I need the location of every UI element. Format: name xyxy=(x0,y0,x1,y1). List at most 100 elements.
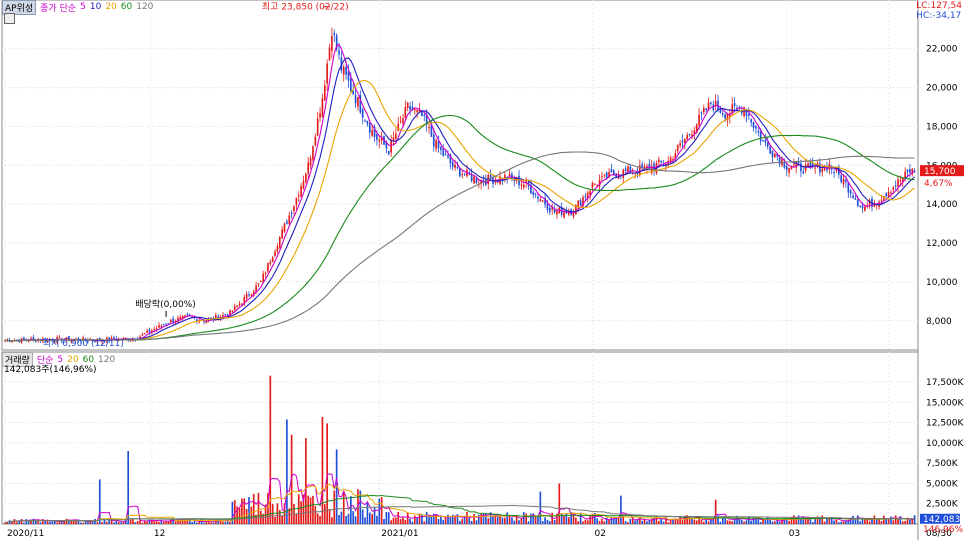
volume-bar xyxy=(108,519,111,524)
volume-bar xyxy=(127,451,130,524)
volume-bar xyxy=(880,521,883,524)
volume-bar xyxy=(380,497,383,524)
volume-bar xyxy=(352,511,355,524)
candle-body xyxy=(196,319,198,322)
candle-body xyxy=(610,169,613,173)
vol-ma20-label[interactable]: 20 xyxy=(67,354,79,365)
volume-bar xyxy=(781,518,783,524)
candle-body xyxy=(819,163,821,173)
volume-bar xyxy=(160,520,163,524)
vol-ma120-label[interactable]: 120 xyxy=(98,354,116,365)
candle-body xyxy=(861,205,864,209)
candle-body xyxy=(58,337,61,339)
candle-body xyxy=(437,141,440,149)
candle-body xyxy=(541,200,544,202)
x-tick-label: 2020/11 xyxy=(7,529,44,539)
volume-bar xyxy=(42,519,44,524)
volume-bar xyxy=(482,513,485,524)
candle-body xyxy=(567,211,570,215)
volume-bar xyxy=(752,517,755,524)
volume-bar xyxy=(826,518,828,524)
candle-body xyxy=(764,139,767,143)
ma5-label[interactable]: 5 xyxy=(80,2,86,12)
ma10-label[interactable]: 10 xyxy=(89,2,102,12)
vol-ma60-label[interactable]: 60 xyxy=(82,354,95,365)
volume-bar xyxy=(840,521,843,524)
candle-body xyxy=(300,186,302,197)
volume-bar xyxy=(383,518,385,524)
volume-ma-label[interactable]: 단순 xyxy=(36,356,54,366)
volume-bar xyxy=(534,516,537,524)
volume-bar xyxy=(833,520,835,524)
volume-title[interactable]: 거래량 xyxy=(2,352,33,367)
volume-bar xyxy=(463,516,466,524)
candle-body xyxy=(399,121,402,123)
volume-bar xyxy=(530,513,532,524)
volume-bar xyxy=(532,513,535,524)
volume-bar xyxy=(46,519,49,524)
volume-bar xyxy=(252,494,255,524)
candle-body xyxy=(314,136,317,146)
volume-bar xyxy=(255,514,257,524)
volume-bar xyxy=(413,515,416,524)
candle-body xyxy=(108,337,111,341)
volume-bar xyxy=(655,516,658,524)
volume-bar xyxy=(466,512,468,524)
volume-panel xyxy=(1,351,919,525)
volume-bar xyxy=(132,519,134,524)
volume-bar xyxy=(207,520,210,524)
candle-body xyxy=(776,153,779,157)
candle-body xyxy=(113,337,115,340)
ma60-label[interactable]: 60 xyxy=(120,2,133,12)
candle-body xyxy=(790,166,793,170)
candle-body xyxy=(897,179,899,187)
volume-bar xyxy=(70,521,73,524)
candle-body xyxy=(795,161,798,168)
volume-bar xyxy=(122,521,125,524)
volume-bar xyxy=(447,514,449,524)
candle-body xyxy=(416,109,419,113)
vol-ma5-label[interactable]: 5 xyxy=(57,354,64,365)
candle-body xyxy=(601,176,603,178)
price-tick-label: 10,000 xyxy=(926,278,958,288)
volume-bar xyxy=(328,508,331,524)
candle-body xyxy=(511,173,513,178)
volume-bar xyxy=(6,521,9,524)
volume-bar xyxy=(428,514,430,524)
volume-bar xyxy=(269,375,272,524)
ma20-line xyxy=(4,79,915,342)
volume-bar xyxy=(669,518,672,524)
price-ma-label[interactable]: 종가 단순 xyxy=(40,3,77,14)
volume-bar xyxy=(103,519,106,524)
candle-body xyxy=(380,138,383,141)
volume-bar xyxy=(575,517,577,524)
volume-tick-label: 2,500K xyxy=(926,500,959,510)
volume-bar xyxy=(155,520,158,524)
chart-option-button[interactable] xyxy=(4,13,15,24)
ma20-label[interactable]: 20 xyxy=(105,2,117,12)
candle-body xyxy=(894,185,897,187)
price-tick-label: 20,000 xyxy=(926,84,958,94)
volume-bar xyxy=(776,520,779,524)
volume-bar xyxy=(565,513,568,524)
candle-body xyxy=(577,200,580,208)
ma10-line xyxy=(4,57,915,342)
candle-body xyxy=(705,108,708,111)
volume-info: 142,083주(146,96%) xyxy=(4,365,97,375)
volume-bar xyxy=(89,521,92,524)
candle-body xyxy=(909,168,911,173)
volume-bar xyxy=(357,489,359,524)
volume-bar xyxy=(702,521,705,524)
stock-name[interactable]: AP위성 xyxy=(2,0,37,15)
volume-bar xyxy=(537,516,539,524)
volume-bar xyxy=(878,519,880,524)
candle-body xyxy=(252,291,255,296)
candle-body xyxy=(172,318,175,323)
ma120-label[interactable]: 120 xyxy=(136,2,154,12)
candle-body xyxy=(158,325,160,328)
volume-bar xyxy=(139,519,141,524)
volume-bar xyxy=(487,518,490,524)
volume-bar xyxy=(430,516,433,524)
volume-bar xyxy=(245,508,248,524)
volume-tick-label: 7,500K xyxy=(926,459,959,469)
